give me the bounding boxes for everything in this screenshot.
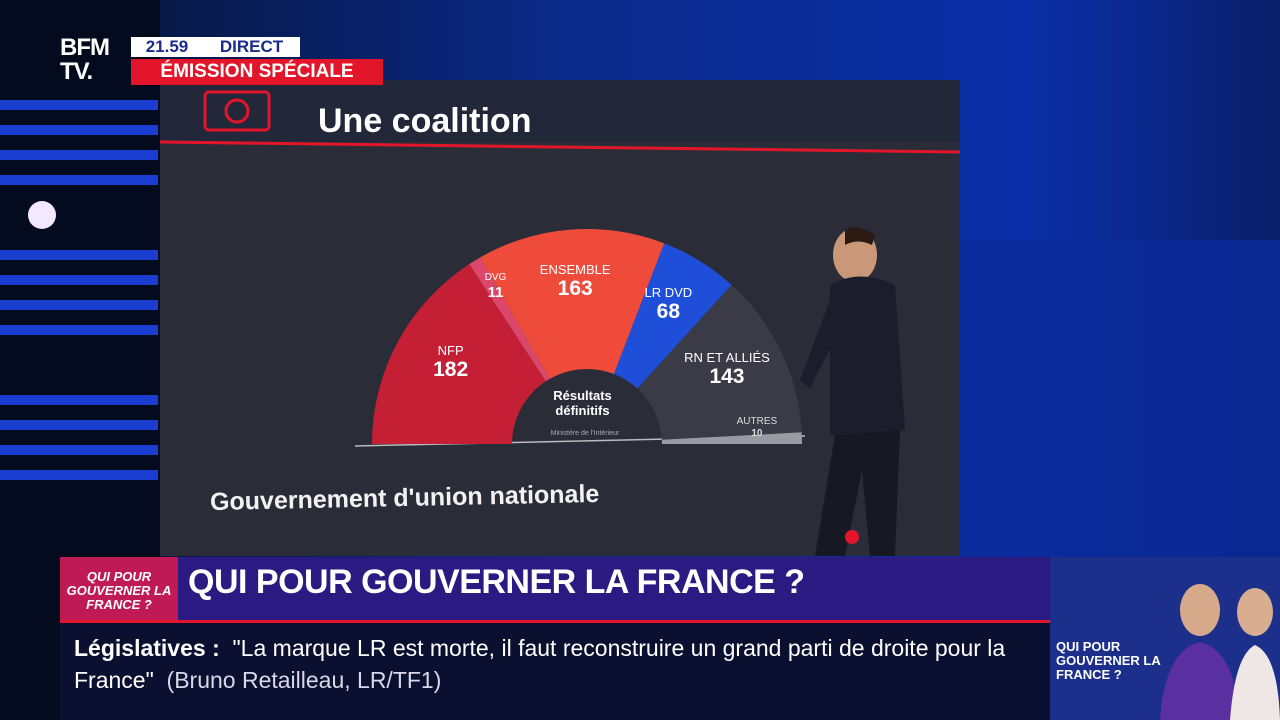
ticker-lower-bg (60, 623, 1050, 720)
segment-value: 11 (487, 283, 504, 301)
chart-source: Ministère de l'Intérieur (550, 430, 620, 437)
screen-header (160, 80, 960, 142)
camera-icon-lens (224, 98, 250, 124)
live-tag: DIRECT (203, 37, 300, 57)
clock: 21.59 (131, 37, 203, 57)
segment-label: RN ET ALLIÉS 143 (682, 351, 772, 387)
ticker-headline: QUI POUR GOUVERNER LA FRANCE ? (188, 563, 805, 601)
segment-label: ENSEMBLE 163 (530, 263, 620, 299)
quote-text: "La marque LR est morte, il faut reconst… (74, 635, 1006, 693)
screen-title: Une coalition (318, 102, 532, 140)
screen-rule (159, 140, 961, 154)
segment-name: AUTRES (736, 416, 778, 428)
segment (480, 229, 665, 379)
segment-value: 10 (751, 428, 763, 440)
segment-label: DVG 11 (451, 271, 541, 301)
segment (613, 243, 732, 389)
ticker-badge-bg (60, 557, 178, 623)
segment-label: NFP 182 (406, 344, 496, 380)
hemicycle (372, 229, 802, 444)
quote-attribution: (Bruno Retailleau, LR/TF1) (166, 667, 442, 693)
segment-name: LR DVD (644, 285, 693, 301)
segment-value: 182 (433, 358, 469, 382)
promo-hosts (1160, 584, 1280, 720)
channel-logo: BFM TV. (60, 34, 110, 85)
chart-center-label: Résultats définitifs (553, 388, 612, 418)
ticker-headline-bg (60, 557, 1050, 623)
segment-name: DVG (484, 271, 507, 283)
segment (469, 257, 550, 382)
segment (637, 284, 802, 440)
segment-label: LR DVD 68 (623, 286, 713, 322)
program-tag: ÉMISSION SPÉCIALE (131, 59, 383, 85)
logo-top: BFM (60, 34, 110, 61)
segment-value: 68 (656, 300, 681, 324)
segment-value: 143 (709, 365, 745, 389)
segment-label: AUTRES 10 (712, 417, 802, 439)
segment-name: NFP (437, 343, 464, 359)
ticker-topic: Législatives : (74, 635, 220, 661)
camera-icon (203, 90, 271, 132)
logo-bottom: TV. (60, 58, 93, 85)
presenter (800, 226, 905, 556)
ticker-quote: Législatives : "La marque LR est morte, … (74, 632, 1044, 696)
segment-name: ENSEMBLE (539, 262, 611, 278)
segment (372, 264, 546, 444)
ticker-rule (60, 620, 1050, 623)
show-badge: QUI POUR GOUVERNER LA FRANCE ? (66, 569, 172, 612)
segment-value: 163 (557, 277, 593, 301)
segment (661, 432, 802, 444)
promo-title: QUI POUR GOUVERNER LA FRANCE ? (1056, 639, 1161, 682)
segment-name: RN ET ALLIÉS (684, 350, 770, 366)
